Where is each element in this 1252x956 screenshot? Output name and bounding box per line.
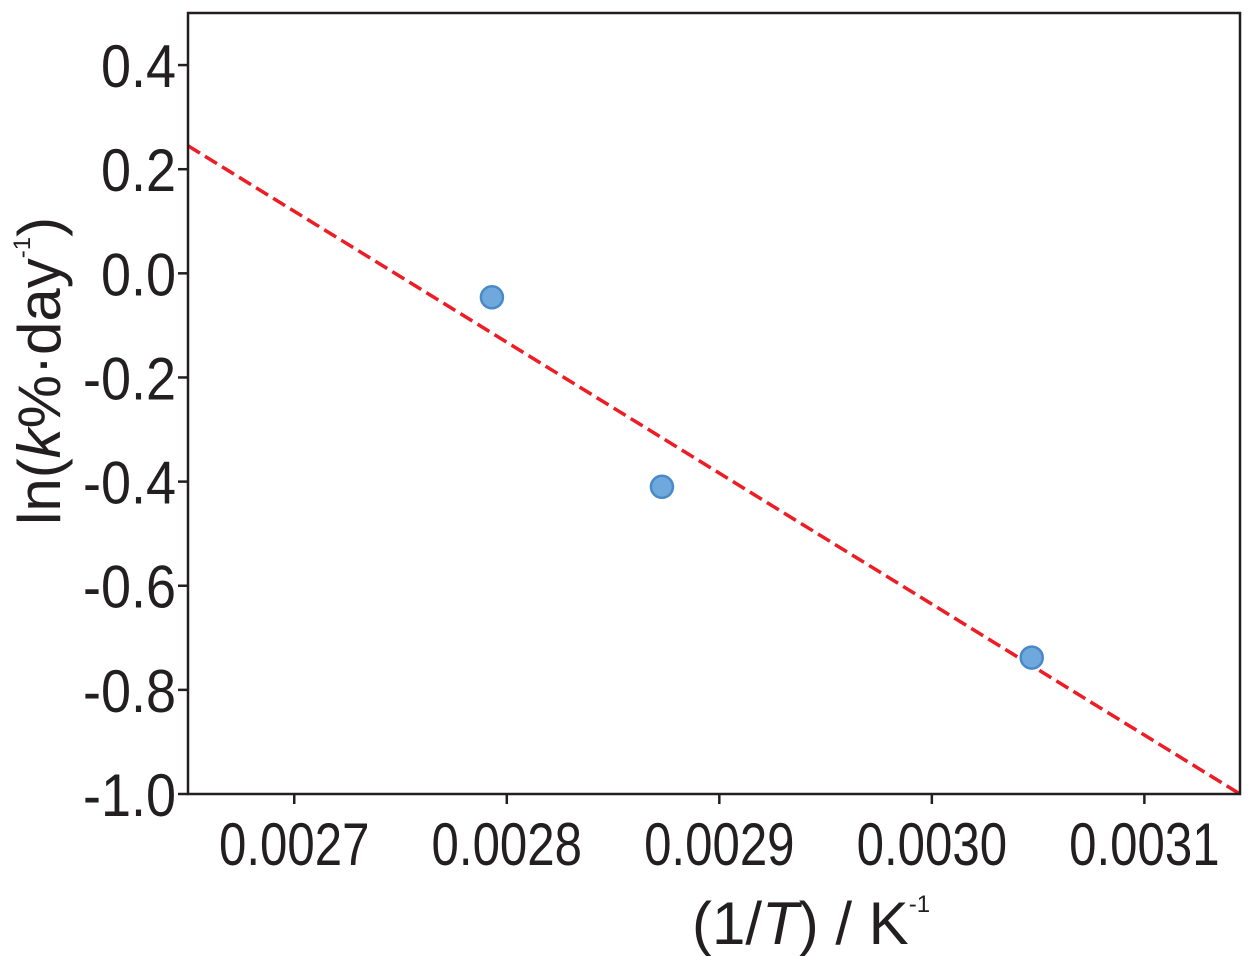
y-tick-label: 0.0 [101, 242, 176, 309]
y-tick-label: -0.6 [83, 554, 176, 621]
y-ticks: 0.4 0.2 0.0 -0.2 -0.4 -0.6 -0.8 -1.0 [83, 33, 188, 830]
x-axis-label: (1/T) / K-1 [692, 890, 930, 956]
x-tick-label: 0.0029 [644, 810, 794, 878]
plot-marks [187, 144, 1241, 796]
x-tick-label: 0.0030 [857, 810, 1007, 878]
x-tick-label: 0.0028 [432, 810, 582, 878]
x-tick-label: 0.0027 [219, 810, 369, 878]
y-tick-label: 0.4 [101, 33, 176, 100]
data-point [649, 474, 675, 500]
plot-frame [186, 11, 1242, 796]
x-tick-label: 0.0031 [1069, 810, 1219, 878]
y-tick-label: 0.2 [101, 138, 176, 205]
data-point [479, 285, 505, 310]
y-axis-label: ln(k%·day-1) [6, 217, 73, 525]
fit-line [187, 144, 1241, 796]
data-point [1019, 645, 1044, 670]
x-ticks: 0.0027 0.0028 0.0029 0.0030 0.0031 [219, 794, 1220, 878]
y-tick-label: -0.8 [83, 658, 176, 725]
y-tick-label: -0.2 [83, 346, 176, 413]
y-tick-label: -1.0 [83, 762, 176, 829]
y-tick-label: -0.4 [83, 450, 176, 517]
